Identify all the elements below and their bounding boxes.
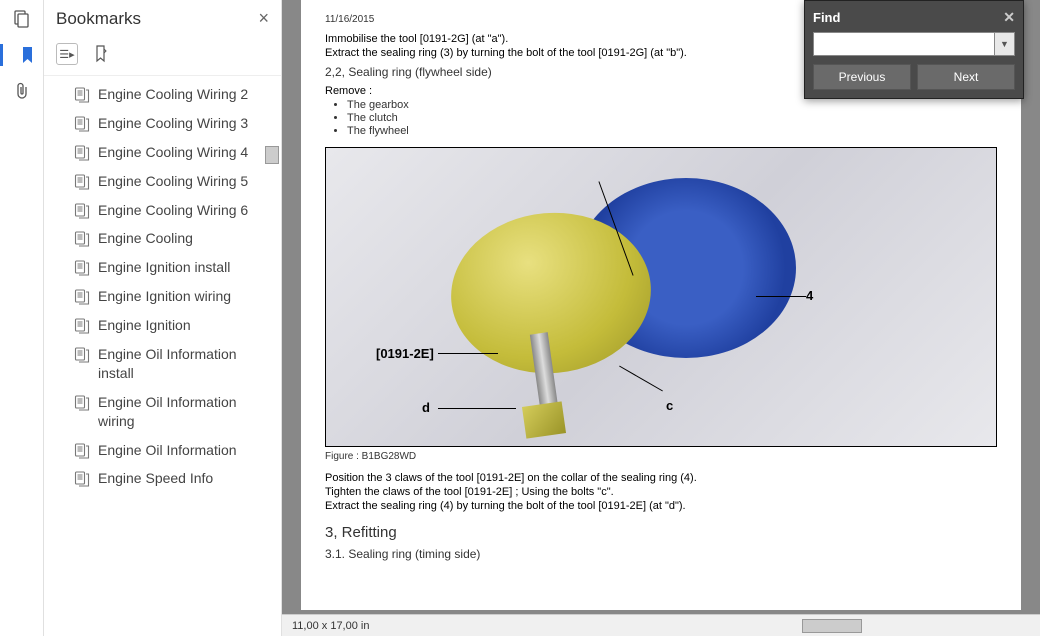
annotation-d: d xyxy=(422,400,430,415)
leader-line xyxy=(619,366,663,392)
bookmark-item[interactable]: Engine Oil Information xyxy=(44,436,281,465)
find-title: Find xyxy=(813,10,840,25)
paragraph: Position the 3 claws of the tool [0191-2… xyxy=(325,472,997,484)
bookmark-label: Engine Ignition install xyxy=(98,258,273,277)
bookmark-item[interactable]: Engine Ignition install xyxy=(44,253,281,282)
leader-line xyxy=(756,296,806,297)
section-heading: 3.1. Sealing ring (timing side) xyxy=(325,547,997,561)
bookmark-item[interactable]: Engine Cooling xyxy=(44,224,281,253)
bookmark-page-icon xyxy=(74,116,90,132)
annotation-tool: [0191-2E] xyxy=(376,346,434,361)
bookmark-label: Engine Cooling Wiring 6 xyxy=(98,201,273,220)
bookmark-item[interactable]: Engine Cooling Wiring 5 xyxy=(44,167,281,196)
bookmark-page-icon xyxy=(74,443,90,459)
find-panel: Find ✕ ▼ Previous Next xyxy=(804,0,1024,99)
bookmark-label: Engine Ignition wiring xyxy=(98,287,273,306)
bookmark-item[interactable]: Engine Cooling Wiring 2 xyxy=(44,80,281,109)
bookmark-ribbon-icon[interactable] xyxy=(90,43,112,65)
expand-icon[interactable]: ☰▸ xyxy=(56,43,78,65)
bookmark-page-icon xyxy=(74,347,90,363)
bookmark-item[interactable]: Engine Oil Information install xyxy=(44,340,281,388)
bookmarks-icon[interactable] xyxy=(0,44,43,66)
bookmark-label: Engine Cooling Wiring 2 xyxy=(98,85,273,104)
bookmark-label: Engine Cooling Wiring 3 xyxy=(98,114,273,133)
bookmark-item[interactable]: Engine Ignition wiring xyxy=(44,282,281,311)
find-input[interactable] xyxy=(813,32,995,56)
bookmark-page-icon xyxy=(74,395,90,411)
bookmark-label: Engine Ignition xyxy=(98,316,273,335)
leader-line xyxy=(438,408,516,409)
remove-list: The gearboxThe clutchThe flywheel xyxy=(347,99,997,137)
bookmark-page-icon xyxy=(74,87,90,103)
bookmark-page-icon xyxy=(74,174,90,190)
bookmark-list: Engine Cooling Wiring 2 Engine Cooling Wi… xyxy=(44,76,281,636)
bookmark-item[interactable]: Engine Cooling Wiring 4 xyxy=(44,138,281,167)
bookmark-page-icon xyxy=(74,145,90,161)
attachments-icon[interactable] xyxy=(11,80,33,102)
section-heading: 3, Refitting xyxy=(325,524,997,541)
horizontal-scrollbar-thumb[interactable] xyxy=(802,619,862,633)
list-item: The gearbox xyxy=(347,99,997,111)
sidebar-title: Bookmarks xyxy=(56,9,141,29)
paragraph: Tighten the claws of the tool [0191-2E] … xyxy=(325,486,997,498)
bookmark-item[interactable]: Engine Cooling Wiring 3 xyxy=(44,109,281,138)
scrollbar-thumb[interactable] xyxy=(265,146,279,164)
bookmark-page-icon xyxy=(74,318,90,334)
bookmark-label: Engine Oil Information wiring xyxy=(98,393,273,431)
figure-caption: Figure : B1BG28WD xyxy=(325,451,997,462)
bookmark-label: Engine Oil Information xyxy=(98,441,273,460)
figure: [0191-2E] d c 4 xyxy=(325,147,997,447)
bookmark-item[interactable]: Engine Speed Info xyxy=(44,464,281,493)
bookmarks-sidebar: Bookmarks × ☰▸ Engine Cooling Wiring 2En… xyxy=(44,0,282,636)
bolt-head-graphic xyxy=(522,401,566,438)
bookmark-label: Engine Speed Info xyxy=(98,469,273,488)
list-item: The clutch xyxy=(347,112,997,124)
bookmark-page-icon xyxy=(74,231,90,247)
list-item: The flywheel xyxy=(347,125,997,137)
annotation-4: 4 xyxy=(806,288,813,303)
status-bar: 11,00 x 17,00 in xyxy=(282,614,1040,636)
bookmark-page-icon xyxy=(74,289,90,305)
bookmark-label: Engine Cooling xyxy=(98,229,273,248)
bookmark-label: Engine Oil Information install xyxy=(98,345,273,383)
bookmark-label: Engine Cooling Wiring 4 xyxy=(98,143,273,162)
bookmark-label: Engine Cooling Wiring 5 xyxy=(98,172,273,191)
annotation-c: c xyxy=(666,398,673,413)
paragraph: Extract the sealing ring (4) by turning … xyxy=(325,500,997,512)
bookmark-page-icon xyxy=(74,203,90,219)
bookmark-item[interactable]: Engine Ignition xyxy=(44,311,281,340)
bookmark-page-icon xyxy=(74,260,90,276)
close-icon[interactable]: × xyxy=(258,8,269,29)
find-previous-button[interactable]: Previous xyxy=(813,64,911,90)
find-dropdown-icon[interactable]: ▼ xyxy=(995,32,1015,56)
find-next-button[interactable]: Next xyxy=(917,64,1015,90)
bookmark-page-icon xyxy=(74,471,90,487)
left-rail xyxy=(0,0,44,636)
bookmark-item[interactable]: Engine Oil Information wiring xyxy=(44,388,281,436)
leader-line xyxy=(438,353,498,354)
bookmark-item[interactable]: Engine Cooling Wiring 6 xyxy=(44,196,281,225)
page-dimensions: 11,00 x 17,00 in xyxy=(292,620,369,632)
find-close-icon[interactable]: ✕ xyxy=(1003,9,1015,26)
page-thumbnails-icon[interactable] xyxy=(11,8,33,30)
